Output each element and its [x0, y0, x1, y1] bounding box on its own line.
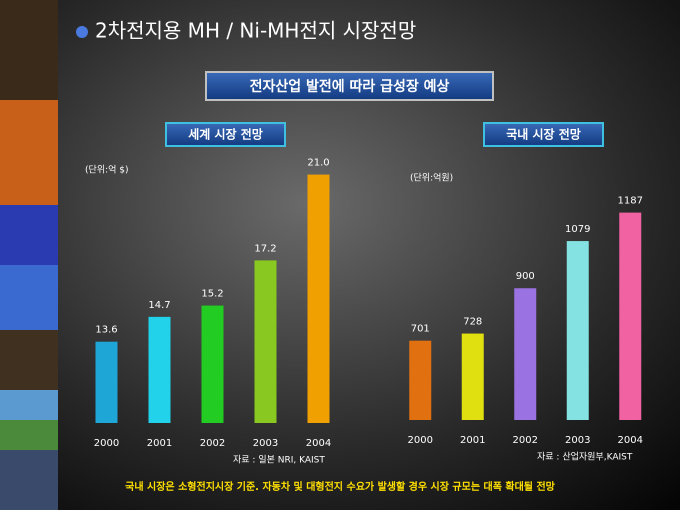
- bar: [461, 333, 484, 420]
- x-tick-label: 2001: [460, 435, 485, 446]
- source-note: 자료 : 일본 NRI, KAIST: [233, 455, 325, 466]
- x-tick-label: 2001: [147, 438, 172, 449]
- x-tick-label: 2003: [565, 435, 590, 446]
- value-label: 701: [411, 324, 430, 335]
- value-label: 14.7: [148, 300, 170, 311]
- chart-title: 국내 시장 전망: [506, 127, 581, 142]
- bar: [514, 288, 537, 420]
- value-label: 15.2: [201, 289, 223, 300]
- banner: 전자산업 발전에 따라 급성장 예상: [250, 78, 450, 95]
- bar: [254, 260, 277, 423]
- x-tick-label: 2000: [408, 435, 433, 446]
- x-tick-label: 2003: [253, 438, 278, 449]
- unit-label: (단위:억 $): [85, 164, 128, 176]
- side-images: [0, 0, 58, 510]
- banner-box: [205, 71, 494, 101]
- chart-title-box: [483, 122, 604, 147]
- value-label: 1079: [565, 224, 590, 235]
- value-label: 13.6: [95, 325, 117, 336]
- x-tick-label: 2002: [513, 435, 538, 446]
- bar: [566, 241, 589, 420]
- footnote: 국내 시장은 소형전지시장 기준. 자동차 및 대형전지 수요가 발생할 경우 …: [125, 480, 556, 493]
- x-tick-label: 2004: [306, 438, 331, 449]
- unit-label: (단위:억원): [410, 172, 453, 184]
- x-tick-label: 2002: [200, 438, 225, 449]
- chart-title: 세계 시장 전망: [188, 127, 263, 142]
- x-tick-label: 2000: [94, 438, 119, 449]
- bar: [619, 212, 642, 420]
- bar: [307, 174, 330, 423]
- source-note: 자료 : 산업자원부,KAIST: [537, 452, 633, 463]
- bar: [148, 316, 171, 423]
- value-label: 1187: [618, 196, 643, 207]
- value-label: 900: [516, 271, 535, 282]
- bullet: [76, 26, 88, 38]
- value-label: 21.0: [307, 158, 329, 169]
- bar: [201, 305, 224, 423]
- chart-title-box: [165, 122, 286, 147]
- value-label: 17.2: [254, 243, 276, 254]
- bar: [95, 341, 118, 423]
- x-tick-label: 2004: [618, 435, 643, 446]
- slide-title: 2차전지용 MH / Ni-MH전지 시장전망: [95, 19, 416, 43]
- bar: [409, 340, 432, 420]
- value-label: 728: [463, 317, 482, 328]
